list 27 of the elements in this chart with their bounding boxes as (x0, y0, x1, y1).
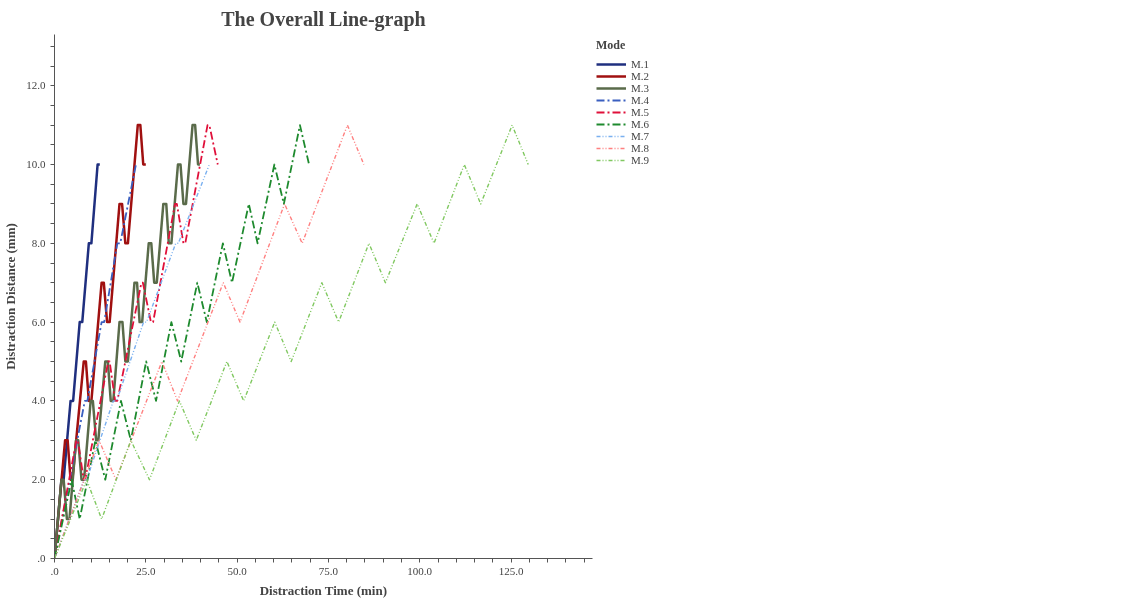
y-tick-label: 4.0 (31, 394, 46, 407)
x-tick-label: 100.0 (407, 564, 433, 577)
x-tick-label: 75.0 (318, 564, 339, 577)
x-tick-label: .0 (50, 564, 60, 577)
legend-label: M.6 (631, 118, 651, 130)
legend-label: M.3 (631, 82, 651, 94)
x-tick-label: 25.0 (136, 564, 156, 577)
legend-label: M.4 (631, 94, 651, 106)
legend-label: M.7 (631, 130, 651, 142)
y-tick-label: 10.0 (26, 158, 46, 171)
x-tick-label: 50.0 (227, 564, 248, 577)
y-tick-label: 6.0 (31, 315, 46, 328)
legend-label: M.5 (631, 106, 651, 118)
legend-label: M.1 (631, 58, 651, 70)
y-tick-label: 2.0 (31, 473, 46, 486)
legend-label: M.9 (631, 154, 651, 166)
y-tick-label: 8.0 (31, 236, 46, 249)
x-axis-title: Distraction Time (min) (259, 582, 388, 598)
chart-title: The Overall Line-graph (221, 7, 426, 31)
y-tick-label: .0 (37, 552, 46, 564)
legend-title: Mode (596, 38, 627, 53)
y-tick-label: 12.0 (26, 79, 46, 92)
y-axis-title: Distraction Distance (mm) (3, 223, 19, 370)
legend-label: M.8 (631, 142, 651, 154)
x-tick-label: 125.0 (498, 564, 524, 577)
line-series (54, 124, 529, 559)
legend-label: M.2 (631, 70, 651, 82)
